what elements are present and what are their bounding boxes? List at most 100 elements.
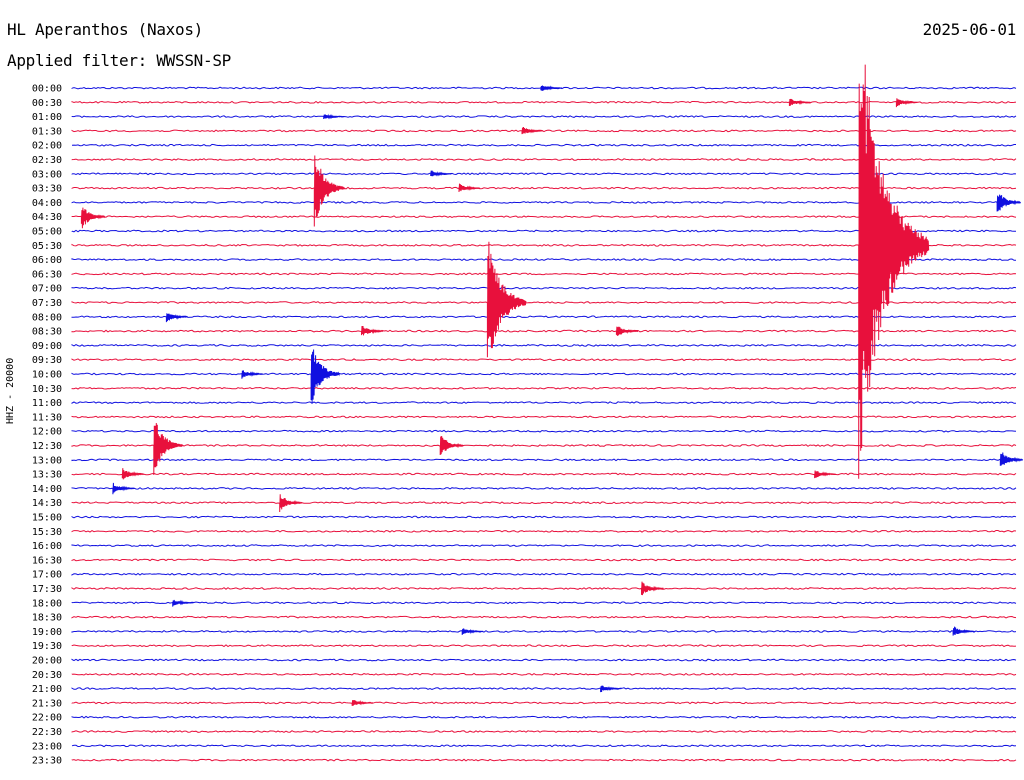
trace-row-0530 bbox=[71, 243, 1017, 247]
trace-row-0400 bbox=[71, 201, 1017, 204]
row-tick-label: 11:00 bbox=[32, 398, 62, 409]
row-tick-label: 14:30 bbox=[32, 498, 62, 509]
trace-row-1730 bbox=[71, 587, 1017, 590]
row-tick-label: 04:00 bbox=[32, 198, 62, 209]
event-burst bbox=[241, 370, 264, 379]
row-tick-label: 17:00 bbox=[32, 570, 62, 581]
trace-row-2230 bbox=[71, 730, 1017, 733]
row-tick-label: 08:00 bbox=[32, 312, 62, 323]
row-tick-label: 03:30 bbox=[32, 184, 62, 195]
row-tick-label: 18:00 bbox=[32, 598, 62, 609]
row-tick-label: 00:30 bbox=[32, 98, 62, 109]
filter-label: Applied filter: WWSSN-SP bbox=[7, 51, 231, 70]
event-burst bbox=[430, 170, 452, 177]
trace-row-1430 bbox=[71, 501, 1017, 505]
row-tick-label: 01:30 bbox=[32, 126, 62, 137]
event-burst bbox=[279, 494, 303, 513]
trace-row-2300 bbox=[71, 744, 1017, 748]
trace-row-1230 bbox=[71, 444, 1017, 447]
trace-row-1500 bbox=[71, 515, 1017, 519]
trace-row-0500 bbox=[71, 229, 1017, 233]
event-burst bbox=[615, 326, 639, 336]
row-tick-label: 01:00 bbox=[32, 112, 62, 123]
row-tick-label: 04:30 bbox=[32, 212, 62, 223]
trace-row-0100 bbox=[71, 115, 1017, 118]
trace-row-2330 bbox=[71, 758, 1017, 762]
row-tick-label: 15:30 bbox=[32, 527, 62, 538]
event-burst bbox=[999, 452, 1024, 466]
trace-row-0430 bbox=[71, 215, 1017, 219]
row-tick-label: 06:30 bbox=[32, 269, 62, 280]
trace-row-2200 bbox=[71, 715, 1017, 719]
trace-row-2130 bbox=[71, 701, 1017, 705]
trace-row-0330 bbox=[71, 186, 1017, 190]
row-tick-label: 00:00 bbox=[32, 84, 62, 95]
date-label: 2025-06-01 bbox=[922, 20, 1017, 39]
trace-row-1300 bbox=[71, 458, 1017, 462]
trace-row-2030 bbox=[71, 672, 1017, 676]
row-tick-label: 12:00 bbox=[32, 427, 62, 438]
row-tick-label: 17:30 bbox=[32, 584, 62, 595]
row-tick-label: 12:30 bbox=[32, 441, 62, 452]
row-tick-label: 02:00 bbox=[32, 141, 62, 152]
row-tick-label: 21:00 bbox=[32, 684, 62, 695]
row-tick-label: 09:00 bbox=[32, 341, 62, 352]
event-burst bbox=[458, 183, 481, 193]
event-burst bbox=[112, 482, 135, 495]
row-tick-label: 05:30 bbox=[32, 241, 62, 252]
row-tick-label: 10:30 bbox=[32, 384, 62, 395]
row-tick-label: 15:00 bbox=[32, 513, 62, 524]
trace-group bbox=[71, 64, 1024, 762]
row-tick-label: 03:00 bbox=[32, 169, 62, 180]
row-tick-label: 20:30 bbox=[32, 670, 62, 681]
event-burst bbox=[153, 422, 183, 476]
row-tick-label: 20:00 bbox=[32, 656, 62, 667]
row-tick-label: 06:00 bbox=[32, 255, 62, 266]
trace-row-1700 bbox=[71, 572, 1017, 576]
row-tick-label: 05:00 bbox=[32, 227, 62, 238]
row-tick-label: 08:30 bbox=[32, 327, 62, 338]
trace-row-1630 bbox=[71, 558, 1017, 562]
event-burst bbox=[121, 468, 145, 480]
trace-row-1400 bbox=[71, 486, 1017, 490]
trace-row-1900 bbox=[71, 629, 1017, 633]
trace-row-0930 bbox=[71, 358, 1017, 362]
row-tick-label: 23:30 bbox=[32, 756, 62, 767]
event-burst bbox=[788, 98, 811, 107]
event-burst bbox=[165, 313, 189, 323]
event-burst bbox=[461, 628, 484, 635]
row-tick-label: 22:30 bbox=[32, 727, 62, 738]
event-burst bbox=[641, 581, 664, 596]
trace-row-1200 bbox=[71, 429, 1017, 433]
row-tick-label: 02:30 bbox=[32, 155, 62, 166]
event-burst bbox=[80, 207, 106, 229]
row-tick-label: 07:30 bbox=[32, 298, 62, 309]
trace-row-1930 bbox=[71, 644, 1017, 648]
row-tick-label: 09:30 bbox=[32, 355, 62, 366]
row-tick-label: 13:00 bbox=[32, 455, 62, 466]
row-tick-label: 16:30 bbox=[32, 555, 62, 566]
row-tick-label: 23:00 bbox=[32, 741, 62, 752]
row-tick-label: 19:30 bbox=[32, 641, 62, 652]
trace-row-1530 bbox=[71, 529, 1017, 533]
trace-row-0230 bbox=[71, 158, 1017, 161]
trace-row-2000 bbox=[71, 658, 1017, 662]
station-title: HL Aperanthos (Naxos) bbox=[7, 20, 203, 39]
row-tick-label: 22:00 bbox=[32, 713, 62, 724]
tick-group: 00:00 00:30 01:00 01:30 02:00 02:30 03:00 03:30… bbox=[32, 84, 62, 767]
trace-row-1330 bbox=[71, 472, 1017, 476]
trace-row-1030 bbox=[71, 386, 1017, 390]
event-burst bbox=[895, 98, 918, 108]
trace-row-0130 bbox=[71, 129, 1017, 133]
row-tick-label: 14:00 bbox=[32, 484, 62, 495]
row-tick-label: 16:00 bbox=[32, 541, 62, 552]
event-burst bbox=[323, 113, 345, 120]
trace-row-1600 bbox=[71, 544, 1017, 547]
trace-row-1830 bbox=[71, 615, 1017, 619]
row-tick-label: 21:30 bbox=[32, 698, 62, 709]
row-tick-label: 10:00 bbox=[32, 370, 62, 381]
event-burst bbox=[600, 685, 622, 693]
row-tick-label: 18:30 bbox=[32, 613, 62, 624]
event-burst bbox=[351, 700, 374, 706]
